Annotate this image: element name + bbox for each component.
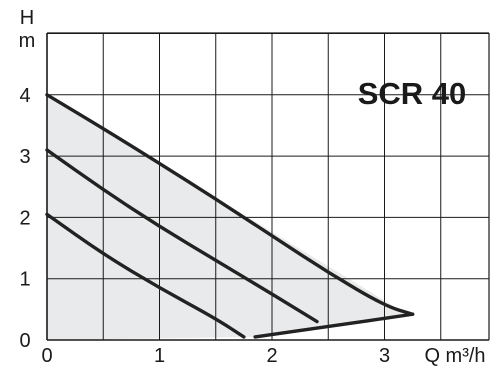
y-tick-label: 3 xyxy=(19,146,30,168)
x-tick-label: 2 xyxy=(266,345,277,367)
y-axis-label-top: H xyxy=(20,7,34,29)
y-tick-label: 0 xyxy=(19,330,30,352)
x-tick-label: 1 xyxy=(154,345,165,367)
chart-title: SCR 40 xyxy=(358,76,467,111)
y-axis-label-bottom: m xyxy=(19,30,36,52)
y-tick-label: 1 xyxy=(19,269,30,291)
x-tick-label: 0 xyxy=(41,345,52,367)
pump-curve-4 xyxy=(253,312,415,339)
pump-curve-3 xyxy=(45,212,246,339)
y-tick-label: 4 xyxy=(19,85,30,107)
pump-curve-1 xyxy=(45,93,415,316)
x-axis-label: Q m³/h xyxy=(424,345,485,367)
x-tick-label: 3 xyxy=(379,345,390,367)
pump-curve-2 xyxy=(45,148,319,324)
y-tick-label: 2 xyxy=(19,207,30,229)
